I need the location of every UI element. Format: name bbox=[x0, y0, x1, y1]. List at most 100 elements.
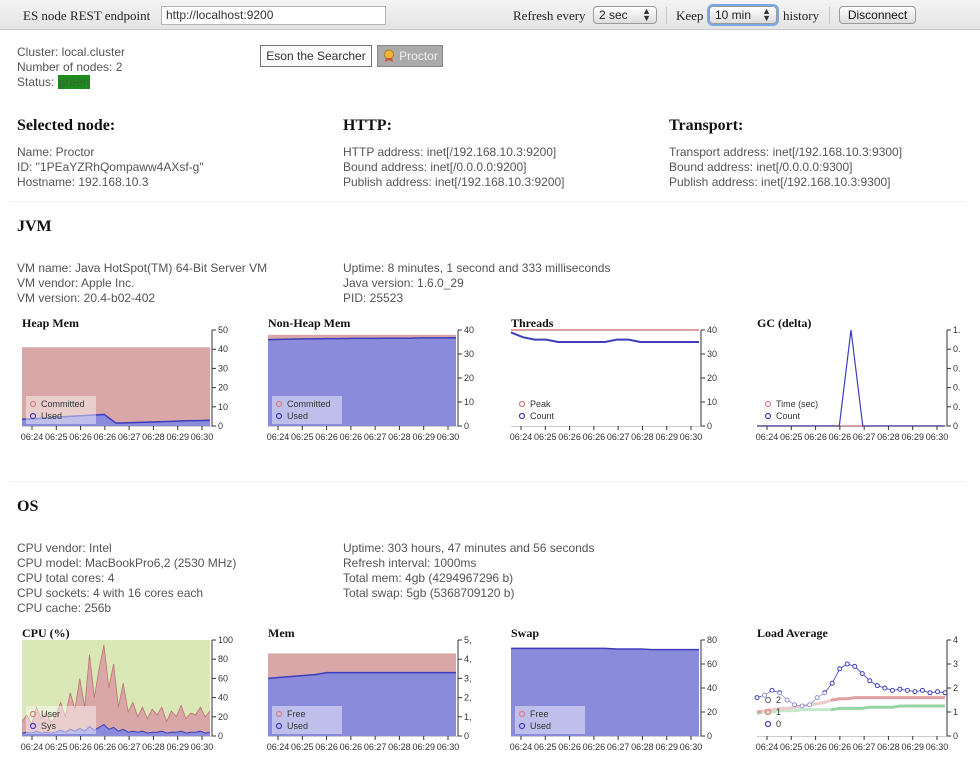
jvm-vm-name: VM name: Java HotSpot(TM) 64-Bit Server … bbox=[17, 261, 268, 275]
x-tick-label: 06:26 bbox=[94, 432, 117, 442]
y-tick-label: 2 bbox=[953, 683, 958, 693]
keep-label: Keep bbox=[676, 8, 704, 23]
os-cpu-vendor: CPU vendor: Intel bbox=[17, 541, 112, 555]
y-tick-label: 10 bbox=[707, 397, 717, 407]
x-tick-label: 06:25 bbox=[291, 432, 314, 442]
x-tick-label: 06:27 bbox=[118, 742, 141, 752]
jvm-vm-vendor: VM vendor: Apple Inc. bbox=[17, 276, 135, 290]
y-tick-label: 5, bbox=[464, 635, 472, 645]
load-2-point bbox=[867, 678, 873, 684]
y-tick-label: 0. bbox=[953, 402, 961, 412]
x-tick-label: 06:28 bbox=[388, 432, 411, 442]
used-area bbox=[268, 672, 456, 736]
os-total-mem: Total mem: 4gb (4294967296 b) bbox=[343, 571, 514, 585]
x-tick-label: 06:29 bbox=[901, 742, 924, 752]
x-tick-label: 06:26 bbox=[315, 432, 338, 442]
node-button-eson[interactable]: Eson the Searcher bbox=[260, 45, 372, 67]
legend-label: Count bbox=[776, 411, 801, 421]
used-area bbox=[511, 648, 699, 736]
x-tick-label: 06:24 bbox=[756, 742, 779, 752]
legend-label: Count bbox=[530, 411, 555, 421]
legend-marker-icon bbox=[275, 710, 283, 718]
node-hostname: Hostname: 192.168.10.3 bbox=[17, 175, 149, 189]
sys-area bbox=[22, 724, 210, 736]
legend-label: 2 bbox=[776, 695, 781, 705]
toolbar-separator bbox=[666, 7, 667, 24]
heap-chart-title: Heap Mem bbox=[22, 316, 79, 330]
legend-box bbox=[761, 692, 831, 732]
x-tick-label: 06:26 bbox=[804, 432, 827, 442]
legend-marker-icon bbox=[275, 722, 283, 730]
y-tick-label: 2, bbox=[464, 693, 472, 703]
x-tick-label: 06:25 bbox=[534, 432, 557, 442]
y-tick-label: 20 bbox=[707, 707, 717, 717]
jvm-uptime: Uptime: 8 minutes, 1 second and 333 mill… bbox=[343, 261, 611, 275]
disconnect-button[interactable]: Disconnect bbox=[839, 6, 916, 24]
legend-box bbox=[761, 396, 831, 424]
legend-box bbox=[515, 706, 585, 734]
refresh-select[interactable]: 2 sec ▲ ▼ bbox=[593, 6, 657, 24]
y-tick-label: 3 bbox=[953, 659, 958, 669]
x-tick-label: 06:25 bbox=[45, 742, 68, 752]
endpoint-input[interactable]: http://localhost:9200 bbox=[161, 6, 386, 25]
load-2-point bbox=[859, 671, 865, 677]
x-tick-label: 06:26 bbox=[94, 742, 117, 752]
y-tick-label: 20 bbox=[218, 712, 228, 722]
transport-publish-address: Publish address: inet[/192.168.10.3:9300… bbox=[669, 175, 891, 189]
x-tick-label: 06:26 bbox=[829, 742, 852, 752]
load-2-point bbox=[882, 685, 888, 691]
used-line bbox=[267, 336, 457, 341]
load-2-point bbox=[874, 683, 880, 689]
load-1-line bbox=[756, 696, 945, 714]
x-tick-label: 06:24 bbox=[510, 432, 533, 442]
x-tick-label: 06:30 bbox=[191, 432, 214, 442]
load-2-point bbox=[784, 697, 790, 703]
legend-label: Committed bbox=[41, 399, 85, 409]
x-tick-label: 06:29 bbox=[655, 432, 678, 442]
x-tick-label: 06:27 bbox=[118, 432, 141, 442]
x-tick-label: 06:30 bbox=[437, 742, 460, 752]
mem-chart-title: Mem bbox=[268, 626, 295, 640]
os-total-swap: Total swap: 5gb (5368709120 b) bbox=[343, 586, 515, 600]
x-tick-label: 06:24 bbox=[267, 432, 290, 442]
legend-label: Peak bbox=[530, 399, 551, 409]
mem-chart: 01,2,3,4,5,06:24 06:25 06:26 06:26 06:27 06:2… bbox=[267, 635, 472, 752]
x-tick-label: 06:28 bbox=[877, 432, 900, 442]
y-tick-label: 40 bbox=[218, 344, 228, 354]
http-bound-address: Bound address: inet[/0.0.0.0:9200] bbox=[343, 160, 527, 174]
load-2-point bbox=[829, 680, 835, 686]
node-button-label: Proctor bbox=[399, 49, 438, 63]
legend-box bbox=[26, 396, 96, 424]
load-2-point bbox=[807, 702, 813, 708]
y-tick-label: 20 bbox=[464, 373, 474, 383]
x-tick-label: 06:27 bbox=[607, 432, 630, 442]
legend-label: Time (sec) bbox=[776, 399, 818, 409]
used-area bbox=[268, 337, 456, 426]
keep-select[interactable]: 10 min ▲ ▼ bbox=[709, 6, 777, 24]
os-cpu-cache: CPU cache: 256b bbox=[17, 601, 112, 615]
cluster-status: Status: green bbox=[17, 75, 91, 89]
refresh-label: Refresh every bbox=[513, 8, 586, 23]
x-tick-label: 06:27 bbox=[853, 742, 876, 752]
x-tick-label: 06:25 bbox=[291, 742, 314, 752]
x-tick-label: 06:24 bbox=[510, 742, 533, 752]
legend-marker-icon bbox=[29, 722, 37, 730]
x-tick-label: 06:25 bbox=[780, 432, 803, 442]
legend-marker-icon bbox=[29, 400, 37, 408]
legend-label: Sys bbox=[41, 721, 57, 731]
jvm-pid: PID: 25523 bbox=[343, 291, 404, 305]
x-tick-label: 06:28 bbox=[388, 742, 411, 752]
x-tick-label: 06:30 bbox=[926, 432, 949, 442]
y-tick-label: 60 bbox=[218, 673, 228, 683]
x-tick-label: 06:29 bbox=[412, 432, 435, 442]
load-2-point bbox=[935, 689, 940, 695]
os-cpu-model: CPU model: MacBookPro6,2 (2530 MHz) bbox=[17, 556, 237, 570]
y-tick-label: 30 bbox=[464, 349, 474, 359]
gc-chart-title: GC (delta) bbox=[757, 316, 812, 330]
legend-marker-icon bbox=[518, 412, 526, 420]
load-2-point bbox=[777, 690, 783, 696]
status-badge: green bbox=[57, 75, 91, 89]
legend-label: Committed bbox=[287, 399, 331, 409]
node-button-proctor[interactable]: Proctor bbox=[377, 45, 443, 67]
